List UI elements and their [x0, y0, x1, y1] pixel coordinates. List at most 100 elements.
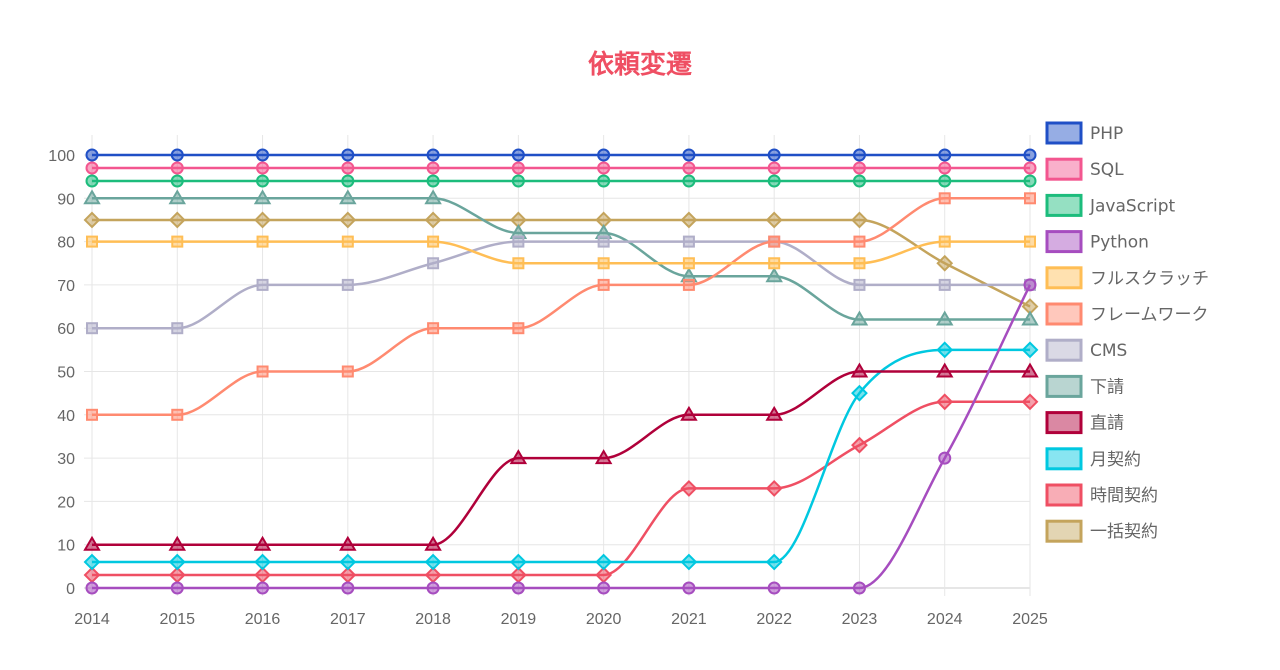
- legend-item[interactable]: フレームワーク: [1045, 302, 1209, 326]
- data-point-square: [427, 235, 440, 248]
- series-フレームワーク: [86, 192, 1036, 421]
- legend-label: SQL: [1090, 160, 1124, 180]
- series-line: [92, 197, 1031, 417]
- data-point-square: [86, 408, 98, 421]
- data-point-circle: [256, 148, 270, 162]
- data-point-square: [938, 192, 951, 205]
- data-point-triangle: [339, 535, 357, 551]
- data-point-square: [171, 322, 184, 335]
- data-point-square: [682, 235, 695, 248]
- data-point-triangle: [168, 189, 187, 205]
- legend-item[interactable]: フルスクラッチ: [1045, 266, 1209, 290]
- legend-item[interactable]: 時間契約: [1045, 483, 1158, 507]
- series-line: [91, 240, 1030, 265]
- legend-item[interactable]: 直請: [1045, 411, 1124, 435]
- data-point-triangle: [935, 310, 954, 326]
- data-point-circle: [682, 148, 696, 162]
- data-point-circle: [511, 148, 525, 162]
- x-tick-label: 2020: [586, 611, 622, 628]
- data-point-circle: [1023, 161, 1037, 175]
- data-point-diamond: [1021, 393, 1039, 411]
- legend-item[interactable]: 下請: [1045, 374, 1124, 398]
- y-tick-label: 90: [57, 191, 75, 208]
- legend-item[interactable]: JavaScript: [1045, 193, 1176, 217]
- legend-label: CMS: [1090, 341, 1127, 361]
- data-point-circle: [938, 451, 952, 465]
- data-point-square: [427, 257, 440, 270]
- x-tick-label: 2024: [927, 611, 963, 628]
- data-point-circle: [1023, 174, 1037, 188]
- series-一括契約: [83, 211, 1039, 315]
- data-point-diamond: [680, 479, 698, 497]
- data-point-square: [171, 235, 184, 248]
- data-point-square: [938, 278, 951, 291]
- data-point-square: [938, 235, 951, 248]
- legend-item[interactable]: SQL: [1045, 157, 1124, 181]
- legend-swatch: [1045, 193, 1083, 217]
- data-point-circle: [426, 148, 440, 162]
- data-point-circle: [426, 161, 440, 175]
- data-point-square: [597, 278, 610, 291]
- legend-item[interactable]: PHP: [1045, 121, 1123, 145]
- y-tick-label: 50: [57, 365, 75, 382]
- data-point-triangle: [594, 449, 613, 465]
- data-point-circle: [426, 174, 440, 188]
- x-tick-label: 2015: [159, 611, 195, 628]
- data-point-circle: [341, 161, 355, 175]
- x-tick-label: 2023: [842, 611, 878, 628]
- y-tick-label: 0: [66, 581, 75, 598]
- data-point-circle: [341, 174, 355, 188]
- data-point-square: [341, 235, 354, 248]
- data-point-circle: [682, 581, 696, 595]
- y-tick-label: 40: [57, 408, 75, 425]
- data-point-circle: [341, 581, 355, 595]
- series-フルスクラッチ: [86, 235, 1036, 270]
- data-point-circle: [682, 174, 696, 188]
- data-point-square: [853, 235, 866, 248]
- series-月契約: [83, 341, 1039, 571]
- data-point-diamond: [424, 211, 442, 229]
- y-tick-label: 10: [57, 538, 75, 555]
- legend-label: 下請: [1090, 377, 1124, 397]
- data-point-diamond: [765, 553, 783, 571]
- data-point-circle: [170, 174, 184, 188]
- x-tick-label: 2014: [74, 611, 110, 628]
- data-point-diamond: [168, 211, 186, 229]
- data-point-triangle: [424, 535, 442, 551]
- data-point-triangle: [83, 189, 101, 205]
- data-point-diamond: [254, 553, 271, 571]
- series-line: [91, 284, 1032, 590]
- y-tick-label: 70: [57, 278, 75, 295]
- legend-item[interactable]: Python: [1045, 230, 1149, 254]
- legend-label: 一括契約: [1090, 522, 1158, 542]
- legend-swatch: [1045, 447, 1083, 471]
- data-point-square: [853, 257, 866, 270]
- data-point-circle: [597, 581, 611, 595]
- legend-swatch: [1045, 483, 1083, 507]
- legend-swatch: [1045, 374, 1083, 398]
- data-point-square: [512, 257, 525, 270]
- data-point-diamond: [1021, 341, 1039, 359]
- y-tick-label: 60: [57, 321, 75, 338]
- data-point-circle: [85, 161, 99, 175]
- data-point-diamond: [254, 211, 271, 229]
- legend-label: フレームワーク: [1090, 305, 1209, 325]
- legend-item[interactable]: 月契約: [1045, 447, 1141, 471]
- data-point-circle: [852, 161, 866, 175]
- legend-label: フルスクラッチ: [1090, 269, 1209, 289]
- data-point-circle: [511, 161, 525, 175]
- data-point-circle: [767, 174, 781, 188]
- series-時間契約: [83, 393, 1039, 584]
- data-point-square: [256, 278, 269, 291]
- y-tick-label: 100: [48, 148, 75, 165]
- legend-item[interactable]: 一括契約: [1045, 519, 1158, 543]
- legend-swatch: [1045, 338, 1083, 362]
- data-point-circle: [256, 174, 270, 188]
- series-line: [92, 348, 1030, 564]
- data-point-square: [256, 365, 269, 378]
- chart-title: 依頼変遷: [587, 50, 692, 80]
- data-point-square: [427, 322, 440, 335]
- legend-item[interactable]: CMS: [1045, 338, 1127, 362]
- x-tick-label: 2018: [415, 611, 451, 628]
- data-point-circle: [767, 161, 781, 175]
